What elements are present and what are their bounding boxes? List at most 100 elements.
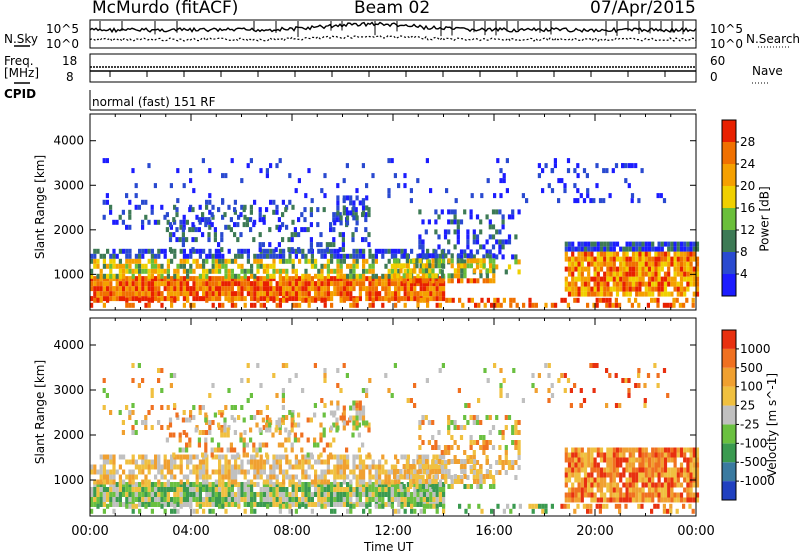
velocity-cell (330, 492, 334, 497)
velocity-cell (118, 479, 122, 485)
power-cell (170, 276, 174, 282)
velocity-cell (275, 479, 279, 485)
power-cell (307, 286, 311, 292)
power-cell (240, 178, 244, 184)
power-cell (109, 268, 113, 274)
power-cell (660, 266, 664, 272)
velocity-cell (450, 484, 454, 489)
power-cell (317, 268, 321, 274)
velocity-cell (144, 420, 148, 425)
power-cell (434, 263, 438, 269)
velocity-cell (673, 457, 677, 463)
velocity-colorbar-frame (721, 329, 737, 501)
velocity-cell (612, 467, 616, 473)
power-cell (304, 281, 308, 287)
velocity-cell (606, 472, 610, 478)
velocity-cell (434, 474, 438, 479)
power-cell (106, 281, 110, 287)
power-cell (134, 291, 138, 297)
power-cell (418, 268, 422, 274)
power-cell (310, 276, 314, 282)
velocity-cell (576, 503, 580, 509)
velocity-cell (269, 479, 273, 485)
power-cell (695, 291, 700, 297)
power-cell (290, 232, 294, 238)
power-cell (403, 286, 407, 292)
power-cell (461, 302, 465, 308)
velocity-cell (586, 503, 590, 509)
velocity-cell (179, 454, 183, 460)
velocity-cell (243, 487, 247, 492)
power-cell (291, 276, 295, 282)
velocity-cell (654, 492, 658, 498)
power-cell (301, 291, 305, 297)
power-cell (138, 286, 142, 292)
velocity-cell (246, 487, 250, 492)
velocity-cell (281, 417, 285, 423)
velocity-cell (476, 484, 480, 489)
power-cell (336, 253, 340, 259)
velocity-colorbar-tick-label: 100 (740, 380, 763, 394)
power-cell (175, 212, 179, 218)
power-cell (662, 198, 667, 204)
power-cell (195, 281, 199, 287)
power-cell (657, 271, 661, 277)
velocity-cell (154, 464, 158, 470)
velocity-cell (587, 482, 591, 488)
velocity-cell (660, 447, 664, 453)
velocity-cell (285, 415, 289, 420)
power-cell (453, 229, 457, 235)
power-cell (303, 207, 307, 213)
power-cell (272, 286, 276, 292)
velocity-cell (609, 472, 613, 478)
power-cell (435, 302, 439, 308)
velocity-cell (125, 492, 129, 497)
power-cell (160, 273, 164, 279)
velocity-cell (673, 477, 677, 483)
velocity-cell (227, 388, 231, 393)
power-cell (587, 281, 591, 287)
power-cell (194, 227, 198, 233)
velocity-cell (93, 497, 97, 502)
velocity-cell (660, 452, 664, 458)
velocity-cell (378, 497, 382, 502)
power-cell (157, 297, 161, 303)
power-cell (606, 286, 610, 292)
power-cell (364, 227, 368, 233)
power-cell (170, 291, 174, 297)
power-cell (272, 268, 276, 274)
power-cell (218, 296, 222, 302)
velocity-cell (131, 497, 135, 502)
power-cell (432, 296, 436, 302)
power-cell (157, 219, 161, 225)
power-cell (564, 251, 568, 257)
velocity-cell (453, 420, 457, 425)
velocity-cell (371, 464, 375, 470)
velocity-cell (432, 492, 436, 497)
power-cell (198, 219, 202, 225)
velocity-cell (442, 454, 446, 460)
power-cell (221, 276, 225, 282)
power-cell (512, 297, 516, 303)
power-cell (409, 268, 413, 274)
velocity-cell (384, 502, 388, 507)
power-cell (125, 302, 129, 308)
velocity-cell (237, 492, 241, 497)
velocity-cell (330, 502, 334, 507)
velocity-cell (253, 415, 257, 420)
power-cell (599, 266, 604, 272)
power-cell (619, 261, 623, 267)
power-cell (676, 281, 680, 287)
power-cell (211, 296, 215, 302)
velocity-cell (574, 457, 578, 463)
power-cell (227, 224, 231, 230)
power-cell (641, 241, 645, 247)
velocity-cell (211, 508, 215, 514)
power-cell (125, 248, 129, 254)
velocity-cell (323, 368, 327, 373)
power-cell (307, 168, 311, 174)
velocity-cell (479, 484, 483, 489)
power-cell (208, 168, 212, 174)
velocity-cell (266, 492, 270, 497)
velocity-cell (157, 454, 161, 460)
